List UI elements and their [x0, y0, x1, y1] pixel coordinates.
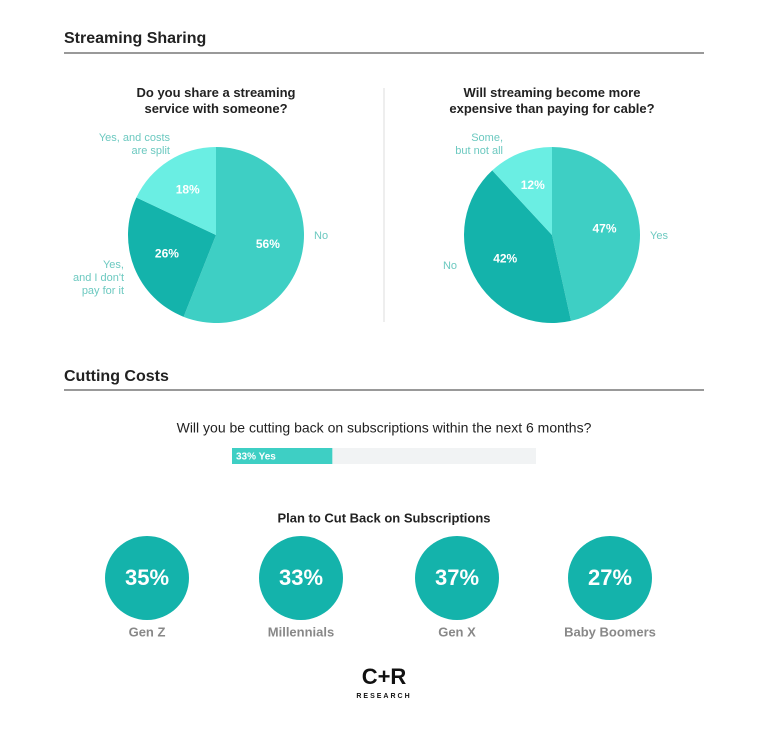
category-label: No [314, 230, 329, 242]
stat-circle [259, 536, 343, 620]
chart-title: Plan to Cut Back on Subscriptions [277, 510, 490, 525]
value-label: 33% [279, 565, 323, 590]
logo: C+R [362, 664, 407, 689]
section-heading: Cutting Costs [64, 368, 169, 385]
pie-slice [136, 147, 216, 235]
value-label: 33% Yes [236, 452, 276, 463]
category-label: Millennials [268, 624, 334, 639]
category-label: Yes [650, 230, 668, 242]
category-label: No [442, 260, 457, 272]
stat-circle [568, 536, 652, 620]
stat-circle [415, 536, 499, 620]
value-label: 42% [493, 252, 517, 266]
progress-bar [232, 448, 333, 464]
category-label: Yes, and I don't pay for it [72, 259, 124, 297]
section-heading: Streaming Sharing [64, 30, 206, 47]
category-label: Yes, and costs are split [98, 132, 170, 157]
stat-circle [105, 536, 189, 620]
value-label: 47% [592, 221, 616, 235]
pie-slice [464, 170, 572, 323]
chart-title: Will streaming become more expensive tha… [449, 85, 655, 116]
pie-slice [183, 147, 304, 323]
category-label: Gen X [438, 624, 476, 639]
category-label: Gen Z [129, 624, 166, 639]
value-label: 27% [588, 565, 632, 590]
pie-slice [552, 147, 641, 321]
pie-slice [492, 147, 552, 235]
value-label: 18% [176, 183, 200, 197]
chart-title: Do you share a streaming service with so… [136, 85, 296, 116]
value-label: 12% [521, 178, 545, 192]
pie-slice [127, 197, 216, 317]
value-label: 35% [125, 565, 169, 590]
logo-subtitle: RESEARCH [356, 693, 411, 700]
category-label: Baby Boomers [564, 624, 656, 639]
value-label: 37% [435, 565, 479, 590]
chart-title: Will you be cutting back on subscription… [177, 420, 592, 436]
category-label: Some, but not all [455, 132, 503, 157]
value-label: 26% [155, 247, 179, 261]
value-label: 56% [256, 237, 280, 251]
